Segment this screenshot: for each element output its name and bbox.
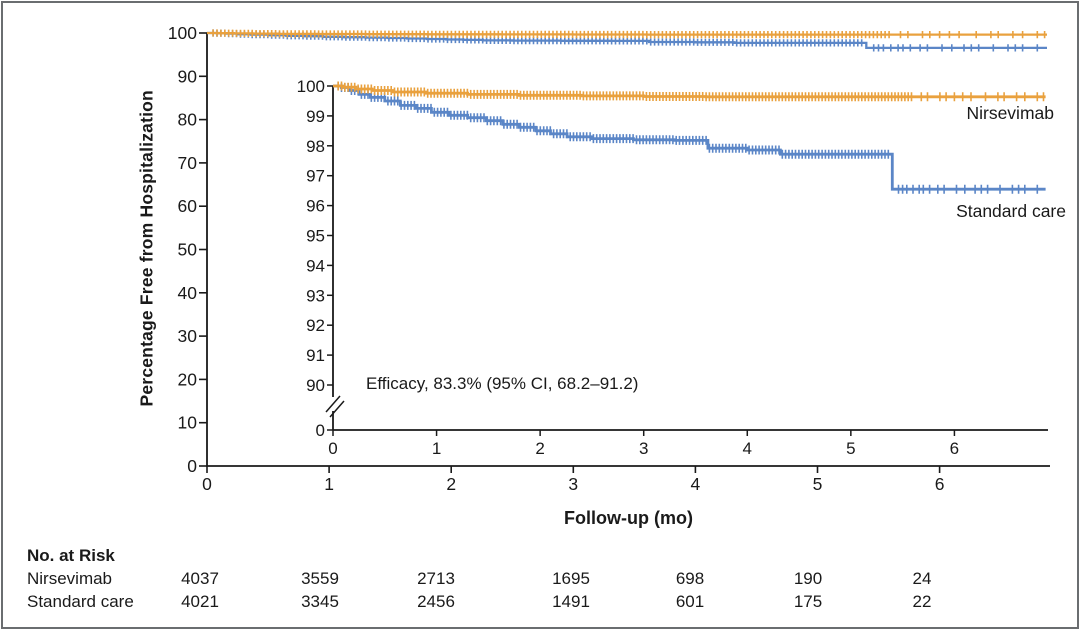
series-label-standard-care: Standard care — [956, 201, 1066, 221]
inset-y-tick-label: 94 — [306, 256, 325, 275]
inset-x-tick-label: 6 — [950, 439, 959, 458]
risk-value: 190 — [793, 569, 823, 588]
risk-value: 3345 — [301, 592, 339, 611]
risk-value: 2713 — [417, 569, 455, 588]
main-x-tick-label: 1 — [324, 474, 334, 494]
inset-x-tick-label: 3 — [639, 439, 648, 458]
km-curve-standard-care — [333, 84, 1046, 191]
risk-value: 24 — [912, 569, 932, 588]
risk-value: 3559 — [301, 569, 339, 588]
inset-y-tick-label: 97 — [306, 167, 325, 186]
main-x-tick-label: 6 — [935, 474, 945, 494]
main-y-tick-label: 10 — [178, 413, 198, 433]
main-y-tick-label: 20 — [178, 369, 198, 389]
series-label-nirsevimab: Nirsevimab — [966, 103, 1054, 123]
main-y-tick-label: 0 — [187, 456, 197, 476]
main-x-tick-label: 3 — [568, 474, 578, 494]
main-y-tick-label: 60 — [178, 196, 198, 216]
risk-value: 698 — [675, 569, 705, 588]
inset-x-tick-label: 1 — [432, 439, 441, 458]
main-y-tick-label: 50 — [178, 240, 198, 260]
inset-y-tick-label: 91 — [306, 346, 325, 365]
inset-y-tick-label: 98 — [306, 137, 325, 156]
main-y-tick-label: 40 — [178, 283, 198, 303]
main-x-tick-label: 5 — [813, 474, 823, 494]
inset-y-tick-label: 96 — [306, 197, 325, 216]
risk-value: 4021 — [181, 592, 219, 611]
main-y-tick-label: 70 — [178, 153, 198, 173]
censor-ticks-nirsevimab — [337, 81, 1045, 102]
inset-y-tick-label: 95 — [306, 227, 325, 246]
inset-y-tick-label: 93 — [306, 286, 325, 305]
inset-x-tick-label: 5 — [846, 439, 855, 458]
inset-y-tick-label: 100 — [297, 77, 325, 96]
inset-y-tick-label: 92 — [306, 316, 325, 335]
inset-y-tick-label: 0 — [316, 421, 325, 440]
efficacy-annotation: Efficacy, 83.3% (95% CI, 68.2–91.2) — [366, 374, 639, 393]
main-y-tick-label: 90 — [178, 66, 198, 86]
inset-x-tick-label: 4 — [743, 439, 752, 458]
x-axis-title: Follow-up (mo) — [564, 508, 693, 528]
main-x-tick-label: 4 — [691, 474, 701, 494]
risk-value: 22 — [912, 592, 932, 611]
inset-y-tick-label: 99 — [306, 107, 325, 126]
axis-break-slash — [329, 400, 345, 418]
inset-x-tick-label: 0 — [328, 439, 337, 458]
risk-row-label: Nirsevimab — [27, 569, 113, 588]
main-x-tick-label: 0 — [202, 474, 212, 494]
risk-value: 175 — [793, 592, 823, 611]
risk-value: 4037 — [181, 569, 219, 588]
censor-ticks-nirsevimab — [212, 29, 1046, 39]
risk-value: 601 — [675, 592, 705, 611]
inset-y-tick-label: 90 — [306, 376, 325, 395]
y-axis-title: Percentage Free from Hospitalization — [136, 90, 157, 407]
main-y-tick-label: 30 — [178, 326, 198, 346]
risk-table-title: No. at Risk — [27, 546, 115, 565]
inset-x-tick-label: 2 — [535, 439, 544, 458]
risk-value: 1491 — [552, 592, 590, 611]
main-y-tick-label: 80 — [178, 110, 198, 130]
risk-value: 1695 — [552, 569, 590, 588]
risk-row-label: Standard care — [27, 592, 134, 611]
axis-break-slash — [325, 395, 341, 413]
risk-value: 2456 — [417, 592, 455, 611]
main-y-tick-label: 100 — [168, 23, 197, 43]
main-x-tick-label: 2 — [446, 474, 456, 494]
censor-ticks-standard-care — [337, 81, 1039, 194]
